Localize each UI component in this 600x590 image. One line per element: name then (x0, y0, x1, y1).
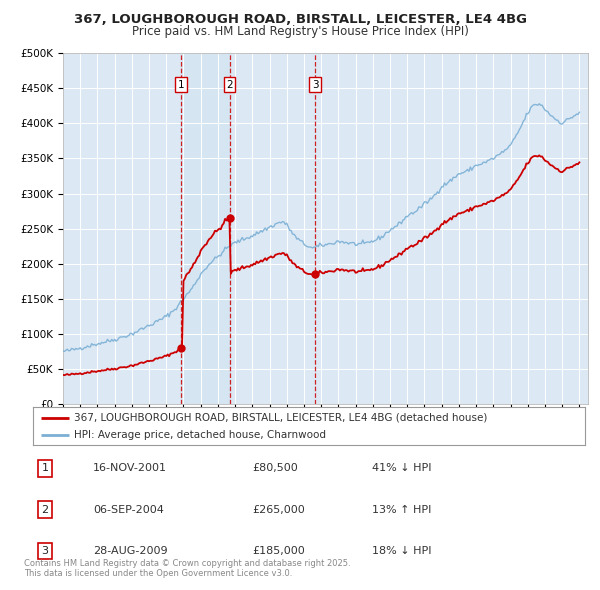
Text: £80,500: £80,500 (252, 464, 298, 473)
Text: 2: 2 (41, 505, 49, 514)
Text: 1: 1 (178, 80, 185, 90)
Text: £265,000: £265,000 (252, 505, 305, 514)
Text: 41% ↓ HPI: 41% ↓ HPI (372, 464, 431, 473)
Text: 1: 1 (41, 464, 49, 473)
Text: HPI: Average price, detached house, Charnwood: HPI: Average price, detached house, Char… (74, 430, 326, 440)
Text: Price paid vs. HM Land Registry's House Price Index (HPI): Price paid vs. HM Land Registry's House … (131, 25, 469, 38)
Text: 16-NOV-2001: 16-NOV-2001 (93, 464, 167, 473)
Bar (181, 53, 230, 404)
Text: 2: 2 (226, 80, 233, 90)
Text: Contains HM Land Registry data © Crown copyright and database right 2025.
This d: Contains HM Land Registry data © Crown c… (24, 559, 350, 578)
Text: 3: 3 (312, 80, 319, 90)
Text: 367, LOUGHBOROUGH ROAD, BIRSTALL, LEICESTER, LE4 4BG (detached house): 367, LOUGHBOROUGH ROAD, BIRSTALL, LEICES… (74, 413, 488, 423)
Text: 18% ↓ HPI: 18% ↓ HPI (372, 546, 431, 556)
Text: 06-SEP-2004: 06-SEP-2004 (93, 505, 164, 514)
Text: 3: 3 (41, 546, 49, 556)
Text: 367, LOUGHBOROUGH ROAD, BIRSTALL, LEICESTER, LE4 4BG: 367, LOUGHBOROUGH ROAD, BIRSTALL, LEICES… (74, 13, 527, 26)
Text: 28-AUG-2009: 28-AUG-2009 (93, 546, 167, 556)
Text: 13% ↑ HPI: 13% ↑ HPI (372, 505, 431, 514)
Text: £185,000: £185,000 (252, 546, 305, 556)
